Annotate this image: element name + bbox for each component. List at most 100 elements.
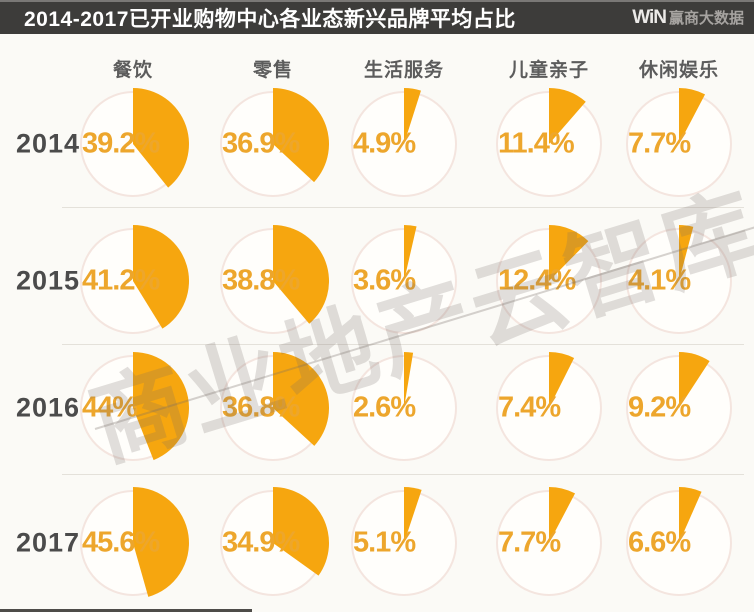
column-header-4: 休闲娱乐 [638, 60, 719, 81]
pie-chart [626, 487, 732, 596]
pie-cell: 36.9% [217, 88, 329, 200]
pie-cell: 7.7% [623, 88, 735, 200]
pie-wedge [273, 352, 329, 446]
pie-value-label: 12.4% [498, 264, 576, 297]
pie-value-label: 11.4% [498, 127, 575, 160]
pie-cell: 34.9% [217, 487, 329, 599]
pie-chart [496, 225, 602, 334]
pie-chart [80, 352, 189, 461]
pie-chart [220, 225, 329, 334]
pie-value-label: 36.9% [222, 127, 300, 160]
pie-wedge [679, 88, 706, 144]
year-label: 2016 [15, 392, 81, 423]
pie-wedge [273, 225, 329, 324]
pie-cell: 7.7% [493, 487, 605, 599]
year-label: 2017 [15, 527, 81, 558]
year-label: 2014 [15, 128, 81, 159]
pie-wedge [404, 225, 417, 281]
pie-chart [496, 352, 602, 461]
pie-value-label: 39.2% [82, 127, 160, 160]
pie-value-label: 36.8% [222, 391, 300, 424]
pie-chart [220, 88, 329, 197]
pie-cell: 3.6% [348, 225, 460, 337]
pie-wedge [679, 352, 710, 408]
pie-wedge [404, 487, 422, 543]
pie-value-label: 44% [82, 391, 138, 424]
pie-wedge [404, 88, 421, 144]
pie-value-label: 34.9% [222, 526, 300, 559]
pie-row-2015: 2015 41.2% 38.8% 3.6% 12.4% 4.1% [0, 225, 754, 337]
pie-value-label: 7.4% [498, 391, 561, 424]
pie-wedge [549, 225, 589, 281]
pie-wedge [133, 352, 189, 461]
pie-value-label: 6.6% [628, 526, 691, 559]
pie-cell: 4.1% [623, 225, 735, 337]
pie-wedge [679, 487, 702, 543]
pie-chart [351, 352, 457, 461]
pie-value-label: 2.6% [353, 391, 416, 424]
pie-cell: 44% [77, 352, 189, 464]
pie-cell: 4.9% [348, 88, 460, 200]
pie-wedge [273, 487, 329, 576]
pie-value-label: 7.7% [628, 127, 691, 160]
pie-chart [80, 88, 189, 197]
pie-value-label: 38.8% [222, 264, 300, 297]
pie-wedge [273, 88, 329, 183]
pie-wedge [404, 352, 414, 408]
pie-chart [351, 225, 457, 334]
pie-cell: 45.6% [77, 487, 189, 599]
column-header-0: 餐饮 [112, 60, 153, 81]
pie-row-2016: 2016 44% 36.8% 2.6% 7.4% 9.2% [0, 352, 754, 464]
pie-cell: 7.4% [493, 352, 605, 464]
pie-wedge [133, 487, 189, 597]
pie-cell: 9.2% [623, 352, 735, 464]
pie-chart [626, 225, 732, 334]
brand-name: 赢商大数据 [668, 10, 744, 27]
pie-wedge [549, 487, 576, 543]
pie-value-label: 45.6% [82, 526, 160, 559]
pie-wedge [133, 225, 189, 329]
pie-value-label: 4.9% [353, 127, 416, 160]
next-section-edge [0, 609, 252, 612]
brand-logo: WiN 赢商大数据 [632, 7, 744, 29]
pie-cell: 41.2% [77, 225, 189, 337]
pie-chart [351, 487, 457, 596]
pie-cell: 5.1% [348, 487, 460, 599]
pie-cell: 6.6% [623, 487, 735, 599]
column-header-1: 零售 [252, 60, 293, 81]
pie-wedge [133, 88, 189, 188]
pie-cell: 12.4% [493, 225, 605, 337]
pie-value-label: 3.6% [353, 264, 416, 297]
pie-value-label: 5.1% [353, 526, 416, 559]
column-header-3: 儿童亲子 [508, 60, 589, 81]
page-title: 2014-2017已开业购物中心各业态新兴品牌平均占比 [24, 8, 516, 31]
pie-cell: 39.2% [77, 88, 189, 200]
pie-cell: 36.8% [217, 352, 329, 464]
row-separator [62, 207, 744, 208]
column-header-2: 生活服务 [363, 60, 444, 81]
pie-value-label: 41.2% [82, 264, 160, 297]
row-separator [62, 474, 744, 475]
pie-cell: 11.4% [493, 88, 605, 200]
pie-value-label: 4.1% [628, 264, 691, 297]
pie-chart [220, 487, 329, 596]
pie-value-label: 7.7% [498, 526, 561, 559]
year-label: 2015 [15, 265, 81, 296]
pie-chart [496, 487, 602, 596]
pie-chart [626, 352, 732, 461]
pie-chart [80, 487, 189, 597]
pie-wedge [549, 88, 586, 144]
pie-chart [351, 88, 457, 197]
pie-row-2017: 2017 45.6% 34.9% 5.1% 7.7% 6.6% [0, 487, 754, 599]
pie-cell: 38.8% [217, 225, 329, 337]
pie-cell: 2.6% [348, 352, 460, 464]
pie-chart [496, 88, 602, 197]
pie-value-label: 9.2% [628, 391, 691, 424]
pie-row-2014: 2014 39.2% 36.9% 4.9% 11.4% 7.7% [0, 88, 754, 200]
pie-wedge [549, 352, 575, 408]
header-bar: 2014-2017已开业购物中心各业态新兴品牌平均占比 WiN 赢商大数据 [0, 0, 754, 34]
pie-chart [220, 352, 329, 461]
win-logo-icon: WiN [632, 7, 667, 28]
row-separator [62, 344, 744, 345]
